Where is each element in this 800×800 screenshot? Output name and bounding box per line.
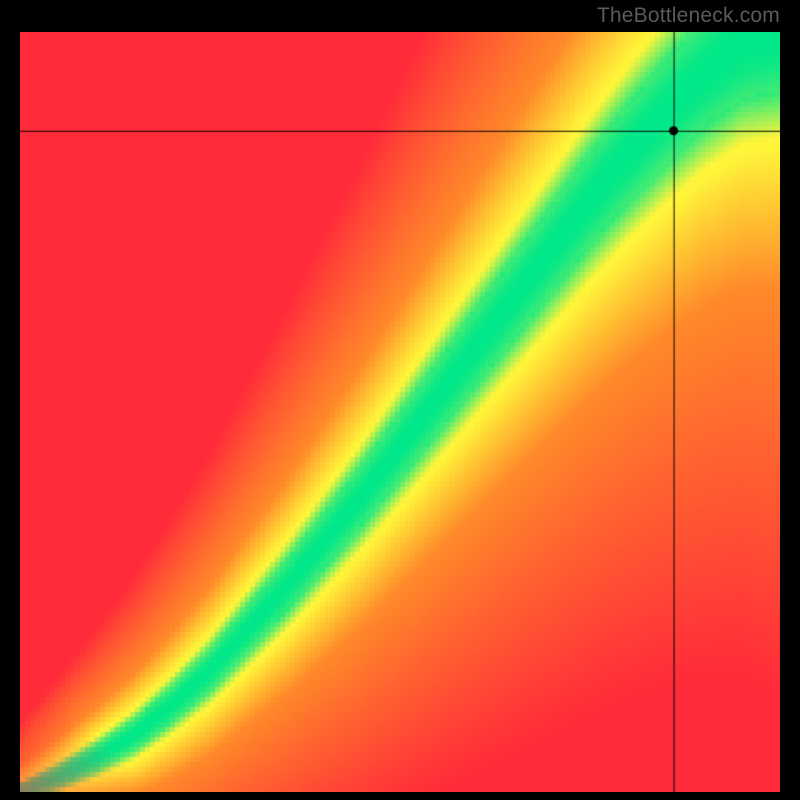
watermark-text: TheBottleneck.com — [597, 4, 780, 28]
heatmap-canvas — [20, 32, 780, 792]
bottleneck-heatmap — [20, 32, 780, 792]
